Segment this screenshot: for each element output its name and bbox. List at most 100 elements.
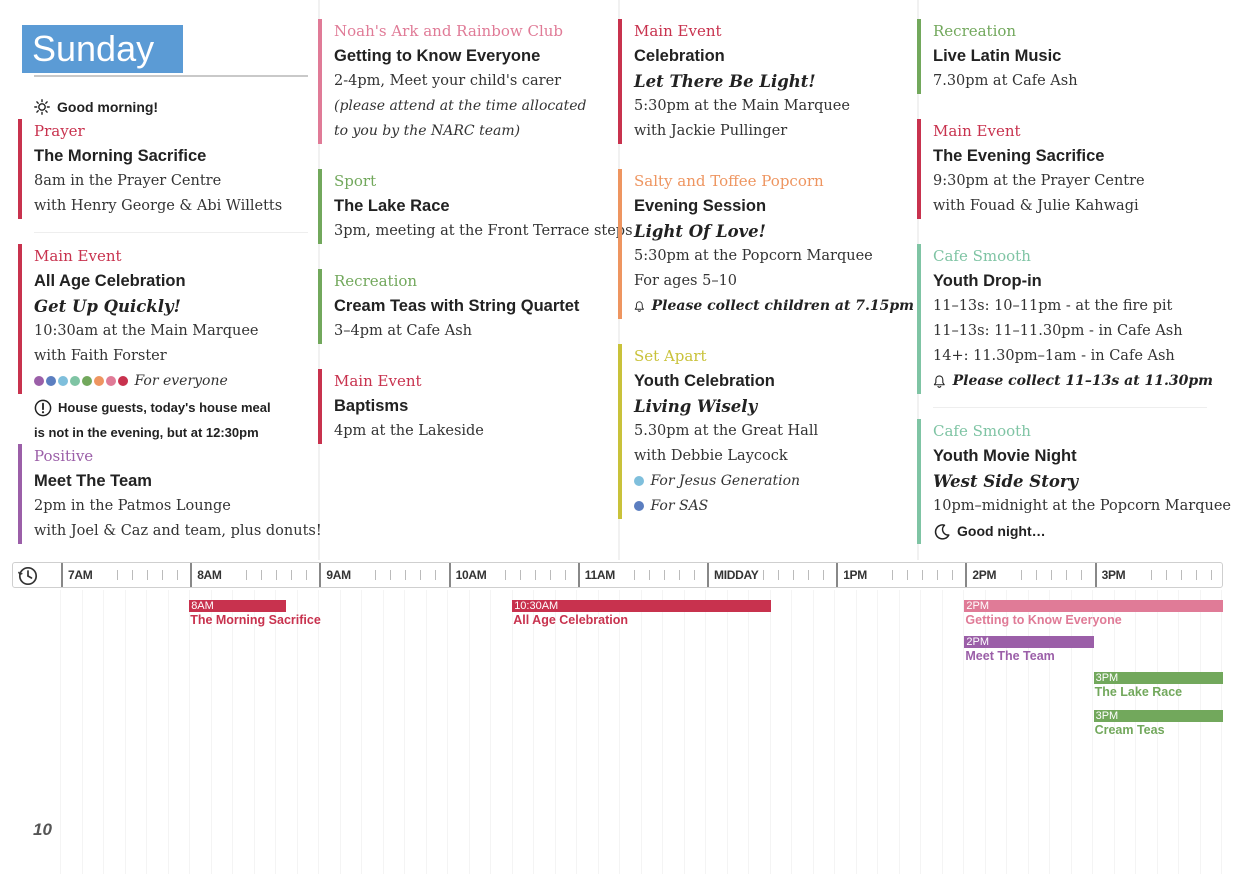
grid-line — [232, 590, 233, 874]
grid-line — [318, 590, 319, 874]
bell-icon — [933, 375, 945, 388]
event-category: Positive — [34, 447, 94, 465]
timeline-tick — [549, 570, 551, 580]
event-time: 5:30pm at the Main Marquee — [634, 98, 850, 114]
event-time: 10pm–midnight at the Popcorn Marquee — [933, 498, 1231, 514]
event-alert: Please collect children at 7.15pm — [634, 294, 914, 319]
colour-dot — [118, 376, 128, 386]
event-subtitle: Get Up Quickly! — [34, 297, 181, 316]
event-note-line-2: to you by the NARC team) — [334, 123, 521, 139]
event-title: Getting to Know Everyone — [334, 47, 541, 65]
event-time: 2-4pm, Meet your child's carer — [334, 73, 562, 89]
event-title: Youth Celebration — [634, 372, 775, 390]
grid-line — [1178, 590, 1179, 874]
timeline-tick — [132, 570, 133, 580]
timeline-tick — [1180, 570, 1182, 580]
sun-icon — [34, 99, 50, 115]
good-morning-greeting: Good morning! — [34, 96, 158, 118]
grid-line — [1157, 590, 1158, 874]
timeline-tick — [162, 570, 163, 580]
grid-line — [490, 590, 491, 874]
grid-line — [576, 590, 577, 874]
event-separator — [34, 232, 308, 233]
grid-line — [82, 590, 83, 874]
clock-icon — [18, 566, 38, 586]
event-recreation-cream-teas: Recreation Cream Teas with String Quarte… — [318, 269, 614, 344]
event-main-evening-sacrifice: Main Event The Evening Sacrifice 9:30pm … — [917, 119, 1213, 219]
notice-text-line-1: House guests, today's house meal — [58, 400, 271, 415]
grid-line — [1006, 590, 1007, 874]
grid-line — [340, 590, 341, 874]
timeline-event-time: 10:30AM — [514, 600, 559, 612]
event-narc-getting-to-know-everyone: Noah's Ark and Rainbow Club Getting to K… — [318, 19, 614, 144]
timeline-tick — [1021, 570, 1023, 580]
timeline-tick — [952, 570, 954, 580]
timeline-tick — [261, 570, 263, 580]
grid-line — [469, 590, 470, 874]
grid-line — [555, 590, 556, 874]
event-prayer-morning-sacrifice: Prayer The Morning Sacrifice 8am in the … — [18, 119, 308, 219]
event-title: The Lake Race — [334, 197, 450, 215]
timeline-tick — [693, 570, 695, 580]
colour-dot — [634, 476, 644, 486]
timeline-tick — [375, 570, 377, 580]
timeline-tick — [519, 570, 521, 580]
grid-line — [1114, 590, 1115, 874]
grid-line — [1028, 590, 1029, 874]
event-time-1: 11–13s: 10–11pm - at the fire pit — [933, 298, 1173, 314]
timeline-event-time: 3PM — [1095, 672, 1119, 684]
audience-colour-dots — [34, 373, 134, 389]
timeline-tick — [648, 570, 650, 580]
event-time: 9:30pm at the Prayer Centre — [933, 173, 1145, 189]
event-separator — [933, 407, 1207, 408]
grid-line — [705, 590, 706, 874]
colour-dot — [70, 376, 80, 386]
event-time: 4pm at the Lakeside — [334, 423, 484, 439]
exclamation-icon — [34, 399, 52, 416]
event-title: Youth Movie Night — [933, 447, 1077, 465]
event-audience-1: For Jesus Generation — [634, 469, 914, 494]
event-category: Set Apart — [634, 347, 707, 365]
colour-dot — [58, 376, 68, 386]
event-category: Noah's Ark and Rainbow Club — [334, 22, 563, 40]
event-subtitle: Let There Be Light! — [634, 72, 816, 91]
event-host: with Jackie Pullinger — [634, 123, 788, 139]
timeline-hour-label: 10AM — [448, 563, 487, 587]
event-title: Live Latin Music — [933, 47, 1062, 65]
grid-line — [899, 590, 900, 874]
event-time: 2pm in the Patmos Lounge — [34, 498, 231, 514]
colour-dot — [634, 501, 644, 511]
event-title: Cream Teas with String Quartet — [334, 297, 580, 315]
alert-text: Please collect 11–13s at 11.30pm — [952, 373, 1213, 389]
event-category: Recreation — [933, 22, 1017, 40]
grid-line — [1200, 590, 1201, 874]
grid-line — [254, 590, 255, 874]
grid-line — [748, 590, 749, 874]
event-setapart-youth-celebration: Set Apart Youth Celebration Living Wisel… — [618, 344, 914, 519]
grid-line — [791, 590, 792, 874]
timeline-event-label: Getting to Know Everyone — [965, 613, 1122, 627]
timeline-tick — [564, 570, 566, 580]
house-meal-notice: House guests, today's house meal is not … — [34, 395, 314, 445]
timeline-tick — [534, 570, 536, 580]
grid-line — [856, 590, 857, 874]
grid-line — [60, 590, 61, 874]
timeline-tick — [1195, 570, 1197, 580]
timeline-hour-label: 11AM — [577, 563, 615, 587]
event-time: 7.30pm at Cafe Ash — [933, 73, 1078, 89]
event-title: Baptisms — [334, 397, 409, 415]
timeline-axis: 7AM 8AM 9AM 10AM 11AM MIDDAY 1PM 2PM 3PM — [12, 562, 1223, 588]
bell-icon — [634, 301, 644, 312]
timeline-event-label: The Lake Race — [1094, 685, 1183, 699]
timeline-tick — [793, 570, 794, 580]
event-time: 3–4pm at Cafe Ash — [334, 323, 472, 339]
event-cafe-smooth-movie-night: Cafe Smooth Youth Movie Night West Side … — [917, 419, 1231, 544]
grid-line — [1071, 590, 1072, 874]
grid-line — [641, 590, 642, 874]
grid-line — [1092, 590, 1093, 874]
timeline-hour-label: 2PM — [965, 563, 996, 587]
event-main-baptisms: Main Event Baptisms 4pm at the Lakeside — [318, 369, 614, 444]
event-subtitle: West Side Story — [933, 472, 1079, 491]
timeline-event-bar — [1093, 672, 1223, 684]
timeline-event-bar — [512, 600, 771, 612]
